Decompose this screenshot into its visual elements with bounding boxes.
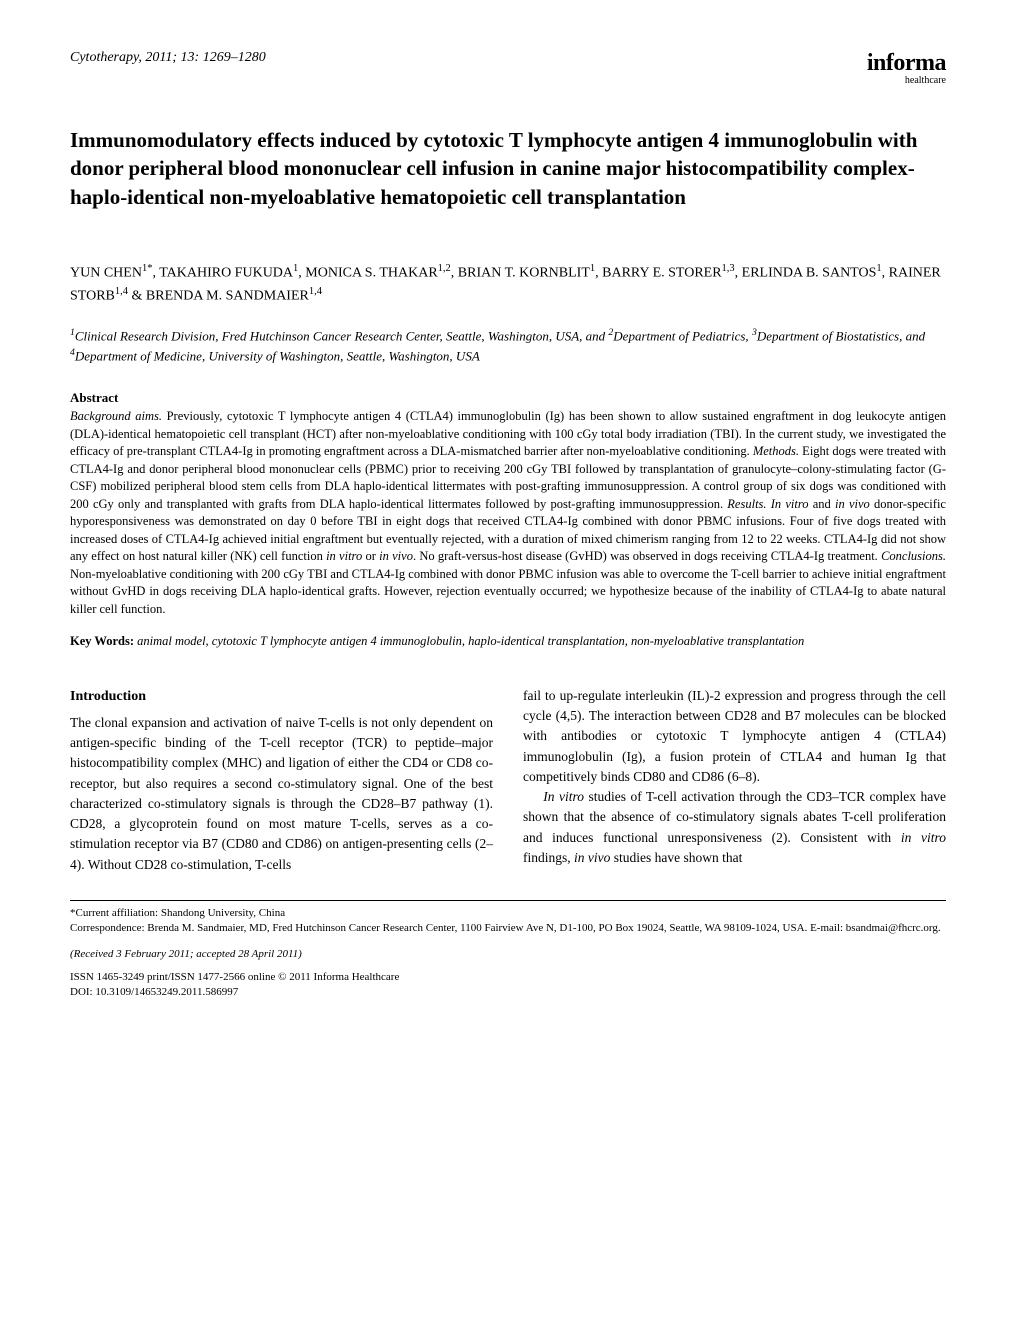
abstract-heading: Abstract: [70, 390, 946, 406]
intro-paragraph-2: In vitro studies of T-cell activation th…: [523, 787, 946, 868]
intro-paragraph-1-cont: fail to up-regulate interleukin (IL)-2 e…: [523, 686, 946, 787]
footer-affiliation-note: *Current affiliation: Shandong Universit…: [70, 906, 946, 921]
footer-dates: (Received 3 February 2011; accepted 28 A…: [70, 947, 946, 962]
keywords-label: Key Words:: [70, 634, 134, 648]
footer-correspondence: Correspondence: Brenda M. Sandmaier, MD,…: [70, 921, 946, 936]
keywords: Key Words: animal model, cytotoxic T lym…: [70, 633, 946, 651]
column-right: fail to up-regulate interleukin (IL)-2 e…: [523, 686, 946, 875]
publisher-name: informa: [867, 50, 946, 77]
footer-doi: DOI: 10.3109/14653249.2011.586997: [70, 985, 946, 1000]
page-footer: *Current affiliation: Shandong Universit…: [70, 900, 946, 1001]
affiliations: 1Clinical Research Division, Fred Hutchi…: [70, 326, 946, 365]
article-title: Immunomodulatory effects induced by cyto…: [70, 126, 946, 211]
column-left: Introduction The clonal expansion and ac…: [70, 686, 493, 875]
abstract-body: Background aims. Previously, cytotoxic T…: [70, 408, 946, 618]
publisher-block: informa healthcare: [867, 50, 946, 86]
footer-issn: ISSN 1465-3249 print/ISSN 1477-2566 onli…: [70, 970, 946, 985]
intro-heading: Introduction: [70, 686, 493, 707]
journal-citation: Cytotherapy, 2011; 13: 1269–1280: [70, 50, 266, 66]
keywords-text: animal model, cytotoxic T lymphocyte ant…: [137, 634, 804, 648]
intro-paragraph-1: The clonal expansion and activation of n…: [70, 713, 493, 875]
page-header: Cytotherapy, 2011; 13: 1269–1280 informa…: [70, 50, 946, 86]
author-list: YUN CHEN1*, TAKAHIRO FUKUDA1, MONICA S. …: [70, 261, 946, 306]
body-columns: Introduction The clonal expansion and ac…: [70, 686, 946, 875]
